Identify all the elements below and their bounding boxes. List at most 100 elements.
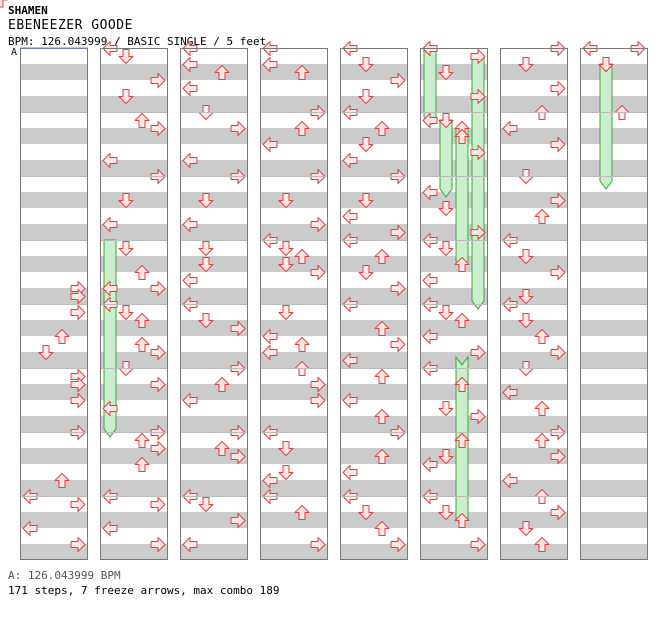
row-stripe bbox=[20, 512, 88, 528]
row-stripe bbox=[340, 96, 408, 112]
right-arrow bbox=[70, 289, 86, 304]
right-arrow bbox=[550, 193, 566, 208]
left-arrow bbox=[182, 81, 198, 96]
row-stripe bbox=[100, 480, 168, 496]
down-arrow bbox=[358, 89, 374, 104]
down-arrow bbox=[278, 241, 294, 256]
row-stripe bbox=[340, 320, 408, 336]
row-stripe bbox=[20, 448, 88, 464]
down-arrow bbox=[198, 313, 214, 328]
up-arrow bbox=[214, 65, 230, 80]
right-arrow bbox=[310, 393, 326, 408]
down-arrow bbox=[438, 305, 454, 320]
row-stripe bbox=[100, 192, 168, 208]
down-arrow bbox=[438, 201, 454, 216]
down-arrow bbox=[198, 257, 214, 272]
up-arrow bbox=[374, 449, 390, 464]
right-arrow bbox=[150, 281, 166, 296]
freeze-body bbox=[439, 119, 453, 198]
right-arrow bbox=[390, 281, 406, 296]
up-arrow bbox=[294, 505, 310, 520]
right-arrow bbox=[550, 81, 566, 96]
row-stripe bbox=[580, 352, 648, 368]
row-stripe bbox=[260, 128, 328, 144]
right-arrow bbox=[150, 497, 166, 512]
row-stripe bbox=[500, 160, 568, 176]
left-arrow bbox=[182, 153, 198, 168]
row-stripe bbox=[420, 128, 488, 144]
row-stripe bbox=[20, 256, 88, 272]
row-stripe bbox=[500, 224, 568, 240]
left-arrow bbox=[422, 457, 438, 472]
row-stripe bbox=[340, 128, 408, 144]
up-arrow bbox=[454, 313, 470, 328]
down-arrow bbox=[358, 193, 374, 208]
up-arrow bbox=[374, 121, 390, 136]
up-arrow bbox=[374, 321, 390, 336]
chart-column bbox=[180, 48, 248, 560]
right-arrow bbox=[310, 217, 326, 232]
right-arrow bbox=[550, 345, 566, 360]
right-arrow bbox=[150, 441, 166, 456]
row-stripe bbox=[180, 384, 248, 400]
row-stripe bbox=[500, 320, 568, 336]
right-arrow bbox=[150, 73, 166, 88]
row-stripe bbox=[580, 384, 648, 400]
down-arrow bbox=[118, 193, 134, 208]
row-stripe bbox=[340, 384, 408, 400]
right-arrow bbox=[470, 345, 486, 360]
right-arrow bbox=[390, 337, 406, 352]
right-arrow bbox=[470, 537, 486, 552]
left-arrow bbox=[182, 57, 198, 72]
chart-column bbox=[260, 48, 328, 560]
row-stripe bbox=[580, 128, 648, 144]
down-arrow bbox=[438, 401, 454, 416]
down-arrow bbox=[438, 65, 454, 80]
row-stripe bbox=[580, 256, 648, 272]
left-arrow bbox=[422, 113, 438, 128]
row-stripe bbox=[580, 96, 648, 112]
down-arrow bbox=[518, 313, 534, 328]
right-arrow bbox=[550, 265, 566, 280]
down-arrow bbox=[438, 449, 454, 464]
down-arrow bbox=[518, 57, 534, 72]
left-arrow bbox=[342, 465, 358, 480]
row-stripe bbox=[500, 544, 568, 560]
row-stripe bbox=[340, 512, 408, 528]
right-arrow bbox=[230, 449, 246, 464]
right-arrow bbox=[470, 225, 486, 240]
up-arrow bbox=[134, 433, 150, 448]
row-stripe bbox=[580, 64, 648, 80]
right-arrow bbox=[390, 73, 406, 88]
row-stripe bbox=[580, 416, 648, 432]
row-stripe bbox=[180, 288, 248, 304]
bpm-summary: A: 126.043999 BPM bbox=[8, 569, 121, 582]
left-arrow bbox=[342, 209, 358, 224]
right-arrow bbox=[230, 513, 246, 528]
freeze-head-up-arrow bbox=[454, 513, 470, 528]
right-arrow bbox=[70, 305, 86, 320]
row-stripe bbox=[100, 64, 168, 80]
right-arrow bbox=[550, 137, 566, 152]
up-arrow bbox=[534, 209, 550, 224]
row-stripe bbox=[100, 416, 168, 432]
row-stripe bbox=[100, 320, 168, 336]
row-stripe bbox=[340, 480, 408, 496]
right-arrow bbox=[230, 321, 246, 336]
row-stripe bbox=[420, 448, 488, 464]
row-stripe bbox=[580, 224, 648, 240]
right-arrow bbox=[470, 89, 486, 104]
up-arrow bbox=[214, 441, 230, 456]
down-arrow bbox=[278, 257, 294, 272]
row-stripe bbox=[180, 352, 248, 368]
left-arrow bbox=[342, 153, 358, 168]
up-arrow bbox=[534, 329, 550, 344]
right-arrow bbox=[150, 121, 166, 136]
right-arrow bbox=[150, 377, 166, 392]
step-arrows bbox=[0, 0, 646, 552]
down-arrow bbox=[278, 193, 294, 208]
up-arrow bbox=[134, 337, 150, 352]
chart-info: BPM: 126.043999 / BASIC SINGLE / 5 feet bbox=[8, 35, 267, 48]
row-stripe bbox=[580, 160, 648, 176]
right-arrow bbox=[70, 393, 86, 408]
